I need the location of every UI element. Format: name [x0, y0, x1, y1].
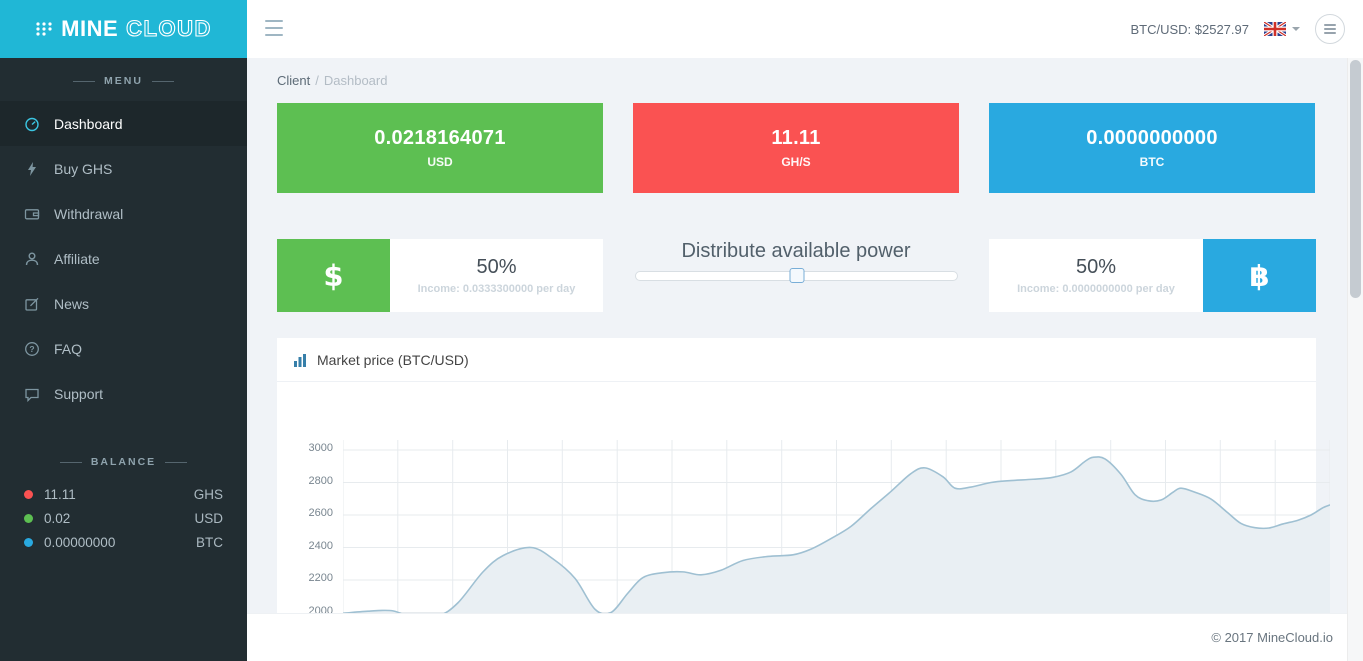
breadcrumb: Client / Dashboard — [277, 73, 388, 88]
question-icon: ? — [24, 340, 41, 357]
market-chart-area: 2000 2200 2400 2600 2800 3000 — [277, 382, 1330, 633]
market-price-panel: Market price (BTC/USD) 2000 2200 2400 2600 2… — [277, 338, 1330, 633]
svg-text:?: ? — [29, 344, 34, 354]
balance-value: 0.02 — [44, 510, 71, 526]
sidebar-item-affiliate[interactable]: Affiliate — [0, 236, 247, 281]
btc-usd-ticker: BTC/USD: $2527.97 — [1130, 21, 1249, 37]
sidebar-item-dashboard[interactable]: Dashboard — [0, 101, 247, 146]
sidebar-item-label: Support — [54, 385, 104, 402]
balance-row-btc: 0.00000000 BTC — [0, 530, 247, 554]
person-icon — [24, 250, 41, 267]
lightning-icon — [24, 160, 41, 177]
balance-value: 0.00000000 — [44, 534, 116, 550]
usd-dot — [24, 513, 33, 523]
power-slider[interactable] — [635, 268, 958, 283]
chat-icon — [24, 385, 41, 402]
language-dropdown[interactable] — [1264, 22, 1300, 36]
hashpower-label: GH/S — [781, 155, 811, 169]
hashpower-value: 11.11 — [771, 127, 821, 149]
balance-currency: USD — [194, 510, 223, 526]
y-axis-tick-label: 3000 — [308, 442, 333, 454]
scrollbar-thumb[interactable] — [1350, 60, 1361, 298]
sidebar-item-label: FAQ — [54, 340, 83, 357]
usd-income-card: $ 50% Income: 0.0333300000 per day — [277, 239, 603, 312]
chevron-down-icon — [1292, 27, 1300, 31]
sidebar-item-news[interactable]: News — [0, 281, 247, 326]
balance-section-label: BALANCE — [0, 456, 247, 468]
slider-handle[interactable] — [789, 268, 804, 283]
market-panel-header: Market price (BTC/USD) — [277, 338, 1316, 382]
top-header: BTC/USD: $2527.97 — [247, 0, 1363, 58]
sidebar-item-faq[interactable]: ? FAQ — [0, 326, 247, 371]
usd-percent: 50% — [476, 256, 517, 278]
btc-balance-card: 0.0000000000 BTC — [989, 103, 1315, 193]
usd-balance-card: 0.0218164071 USD — [277, 103, 603, 193]
logo-text-cloud: CLOUD — [126, 15, 212, 41]
copyright-text: © 2017 MineCloud.io — [1211, 630, 1333, 645]
uk-flag-icon — [1264, 22, 1286, 36]
sidebar-item-label: Dashboard — [54, 115, 123, 132]
btc-percent: 50% — [1075, 256, 1117, 278]
logo-text-mine: MINE — [61, 16, 119, 41]
balance-currency: BTC — [196, 534, 223, 550]
sidebar-toggle-icon[interactable] — [265, 20, 283, 36]
usd-balance-value: 0.0218164071 — [374, 127, 506, 149]
gauge-icon — [24, 115, 41, 132]
sidebar-item-buy-ghs[interactable]: Buy GHS — [0, 146, 247, 191]
btc-dot — [24, 537, 33, 547]
app-logo[interactable]: MINE CLOUD — [0, 0, 247, 58]
balance-row-usd: 0.02 USD — [0, 506, 247, 530]
btc-balance-value: 0.0000000000 — [1086, 127, 1218, 149]
bitcoin-icon: ฿ — [1203, 239, 1316, 312]
balance-value: 11.11 — [44, 486, 76, 502]
edit-icon — [24, 295, 41, 312]
sidebar-nav: Dashboard Buy GHS Withdrawal Affiliate N… — [0, 101, 247, 416]
usd-income: Income: 0.0333300000 per day — [417, 283, 576, 295]
balance-currency: GHS — [193, 486, 223, 502]
btc-income: Income: 0.0000000000 per day — [1017, 283, 1175, 295]
sidebar: MENU Dashboard Buy GHS Withdrawal Affili… — [0, 58, 247, 661]
wallet-icon — [24, 205, 41, 222]
breadcrumb-current: Dashboard — [323, 73, 388, 88]
market-panel-title: Market price (BTC/USD) — [317, 351, 469, 368]
balance-section: BALANCE 11.11 GHS 0.02 USD 0.00000000 BT… — [0, 456, 247, 554]
y-axis-tick-label: 2200 — [308, 572, 333, 584]
menu-section-label: MENU — [0, 58, 247, 101]
bar-chart-icon — [294, 353, 306, 367]
page-footer: © 2017 MineCloud.io — [247, 613, 1363, 661]
hashpower-card: 11.11 GH/S — [633, 103, 959, 193]
sidebar-item-withdrawal[interactable]: Withdrawal — [0, 191, 247, 236]
sidebar-item-label: Buy GHS — [54, 160, 113, 177]
btc-usd-area-chart — [343, 440, 1330, 632]
dollar-icon: $ — [277, 239, 390, 312]
y-axis-tick-label: 2600 — [308, 507, 333, 519]
distribute-power-title: Distribute available power — [681, 240, 911, 262]
y-axis-tick-label: 2400 — [308, 539, 333, 552]
usd-balance-label: USD — [427, 155, 453, 169]
breadcrumb-client-link[interactable]: Client — [277, 73, 311, 88]
settings-list-button[interactable] — [1315, 14, 1345, 44]
balance-row-ghs: 11.11 GHS — [0, 482, 247, 506]
ghs-dot — [24, 489, 33, 499]
btc-income-card: 50% Income: 0.0000000000 per day ฿ — [989, 239, 1316, 312]
sidebar-item-label: Affiliate — [54, 250, 100, 267]
sidebar-item-label: News — [54, 295, 90, 312]
chip-logo-icon — [36, 22, 52, 36]
vertical-scrollbar[interactable] — [1347, 58, 1363, 661]
sidebar-item-support[interactable]: Support — [0, 371, 247, 416]
y-axis-tick-label: 2800 — [308, 474, 333, 487]
sidebar-item-label: Withdrawal — [54, 205, 124, 222]
btc-balance-label: BTC — [1139, 155, 1165, 169]
